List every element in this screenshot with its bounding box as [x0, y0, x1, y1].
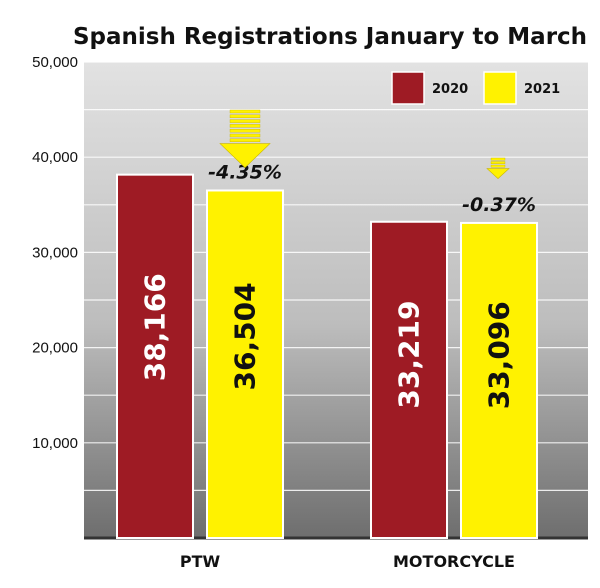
y-tick-label: 20,000	[32, 340, 78, 357]
x-category-label: PTW	[180, 552, 221, 571]
chart-title: Spanish Registrations January to March	[73, 24, 587, 50]
down-arrow-icon	[219, 109, 271, 169]
y-tick-label: 10,000	[32, 435, 78, 452]
y-axis: 10,000 20,000 30,000 40,000 50,000	[32, 54, 78, 452]
percent-change-label: -4.35%	[208, 161, 282, 183]
legend-swatch-2020	[391, 71, 425, 105]
legend-label: 2021	[524, 82, 560, 97]
bar-2020-ptw	[116, 173, 194, 540]
bars: 38,166 36,504 -4.35% 33,219 33,096 -0.37%	[116, 161, 538, 540]
bar-value-label: 36,504	[229, 282, 262, 390]
change-arrows	[219, 109, 510, 179]
x-category-label: MOTORCYCLE	[393, 552, 515, 571]
legend-label: 2020	[432, 82, 468, 97]
bar-2021-ptw	[206, 189, 284, 539]
down-arrow-icon	[486, 157, 510, 179]
x-axis: PTW MOTORCYCLE	[180, 552, 515, 571]
bar-2021-motorcycle	[460, 221, 538, 539]
legend: 2020 2021	[391, 71, 560, 105]
bar-value-label: 38,166	[139, 273, 172, 381]
percent-change-label: -0.37%	[462, 194, 536, 216]
y-tick-label: 40,000	[32, 149, 78, 166]
bar-value-label: 33,096	[483, 301, 516, 409]
bar-2020-motorcycle	[370, 220, 448, 539]
y-tick-label: 30,000	[32, 244, 78, 261]
y-tick-label: 50,000	[32, 54, 78, 71]
bar-value-label: 33,219	[393, 301, 426, 409]
legend-swatch-2021	[483, 71, 517, 105]
